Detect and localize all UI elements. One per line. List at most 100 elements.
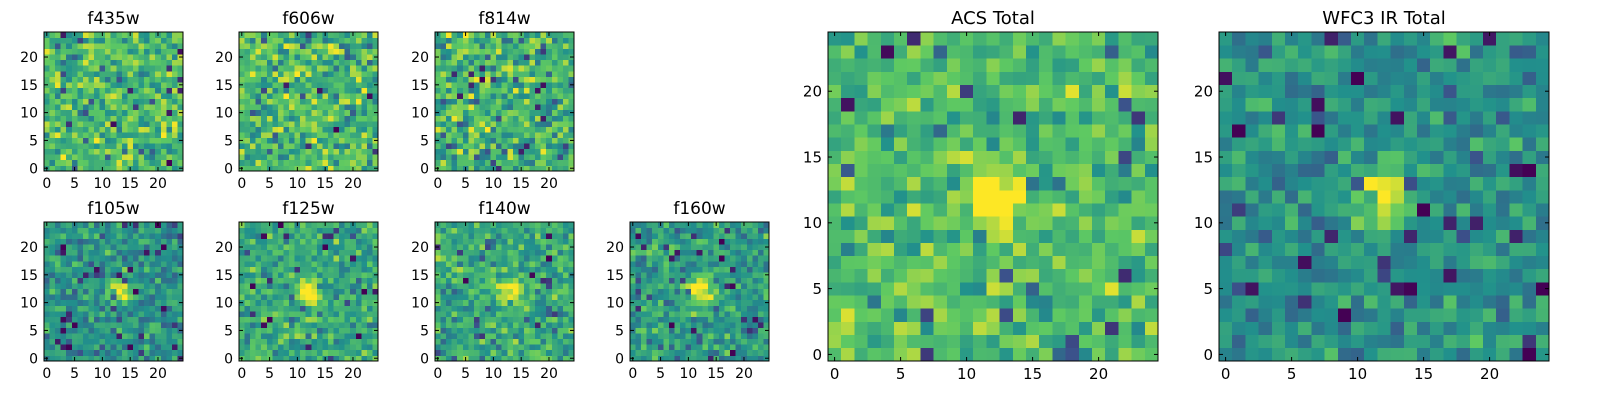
heatmap-cell [512, 93, 519, 100]
heatmap-cell [562, 238, 569, 245]
heatmap-cell [568, 93, 575, 100]
heatmap-cell [730, 277, 736, 284]
heatmap-cell [60, 54, 67, 61]
heatmap-cell [144, 244, 150, 251]
heatmap-cell [668, 344, 675, 351]
heatmap-cell [171, 65, 178, 72]
x-tick-label: 10 [679, 366, 697, 382]
heatmap-cell [116, 115, 123, 122]
heatmap-cell [300, 115, 307, 122]
heatmap-cell [630, 227, 636, 234]
heatmap-cell [1065, 229, 1080, 243]
heatmap-cell [485, 299, 491, 306]
heatmap-cell [440, 244, 447, 251]
heatmap-cell [171, 255, 178, 262]
heatmap-cell [946, 163, 961, 178]
heatmap-cell [473, 98, 480, 105]
heatmap-cell [339, 255, 345, 262]
heatmap-cell [121, 305, 128, 312]
heatmap-cell [557, 338, 564, 345]
heatmap-cell [730, 255, 736, 262]
heatmap-cell [920, 216, 934, 230]
heatmap-cell [311, 305, 318, 312]
heatmap-cell [468, 355, 475, 362]
heatmap-cell [707, 327, 714, 334]
heatmap-cell [322, 344, 329, 351]
heatmap-cell [501, 148, 508, 155]
heatmap-cell [316, 266, 323, 273]
heatmap-cell [55, 37, 62, 44]
heatmap-cell [132, 54, 139, 61]
heatmap-cell [66, 255, 73, 262]
heatmap-cell [339, 48, 345, 55]
heatmap-cell [713, 310, 720, 317]
heatmap-cell [562, 70, 569, 77]
heatmap-cell [635, 316, 642, 323]
heatmap-cell [512, 310, 519, 317]
heatmap-cell [663, 260, 670, 267]
heatmap-cell [446, 283, 453, 290]
heatmap-cell [641, 266, 648, 273]
heatmap-cell [88, 159, 95, 166]
heatmap-cell [724, 322, 731, 328]
heatmap-cell [630, 260, 636, 267]
heatmap-cell [685, 227, 692, 234]
heatmap-cell [1105, 229, 1119, 243]
heatmap-cell [294, 115, 301, 122]
heatmap-cell [127, 137, 134, 144]
heatmap-cell [322, 109, 329, 116]
heatmap-cell [1065, 203, 1080, 217]
heatmap-cell [702, 260, 709, 267]
heatmap-cell [641, 244, 648, 251]
heatmap-cell [440, 349, 447, 356]
heatmap-cell [289, 54, 295, 61]
heatmap-cell [311, 255, 318, 262]
heatmap-cell [266, 120, 273, 127]
heatmap-cell [149, 338, 156, 345]
heatmap-cell [366, 333, 373, 340]
heatmap-cell [535, 132, 541, 138]
heatmap-cell [507, 76, 514, 83]
heatmap-cell [446, 244, 453, 251]
heatmap-cell [674, 233, 681, 240]
heatmap-cell [266, 109, 273, 116]
heatmap-cell [973, 216, 987, 230]
heatmap-cell [1078, 189, 1093, 204]
heatmap-cell [239, 322, 245, 328]
heatmap-cell [946, 347, 961, 362]
heatmap-cell [322, 132, 329, 138]
heatmap-cell [907, 308, 921, 322]
heatmap-cell [479, 93, 486, 100]
heatmap-cell [451, 349, 458, 356]
heatmap-cell [490, 349, 497, 356]
heatmap-cell [496, 115, 503, 122]
heatmap-cell [668, 316, 675, 323]
heatmap-cell [641, 344, 648, 351]
heatmap-cell [562, 48, 569, 55]
heatmap-cell [311, 120, 318, 127]
heatmap-cell [66, 109, 73, 116]
heatmap-cell [144, 322, 150, 328]
heatmap-cell [468, 233, 475, 240]
heatmap-cell [311, 238, 318, 245]
heatmap-cell [435, 277, 441, 284]
heatmap-cell [468, 65, 475, 72]
heatmap-cell [1131, 189, 1146, 204]
heatmap-cell [66, 238, 73, 245]
heatmap-cell [66, 249, 73, 256]
heatmap-cell [973, 282, 987, 296]
heatmap-cell [361, 260, 368, 267]
heatmap-cell [261, 349, 268, 356]
heatmap-cell [49, 104, 56, 111]
heatmap-cell [920, 203, 934, 217]
heatmap-cell [490, 104, 497, 111]
heatmap-cell [757, 344, 764, 351]
heatmap-cell [867, 282, 882, 296]
heatmap-cell [462, 283, 469, 290]
heatmap-cell [350, 327, 357, 334]
heatmap-cell [490, 159, 497, 166]
heatmap-cell [144, 70, 150, 77]
heatmap-cell [435, 249, 441, 256]
heatmap-cell [724, 238, 731, 245]
